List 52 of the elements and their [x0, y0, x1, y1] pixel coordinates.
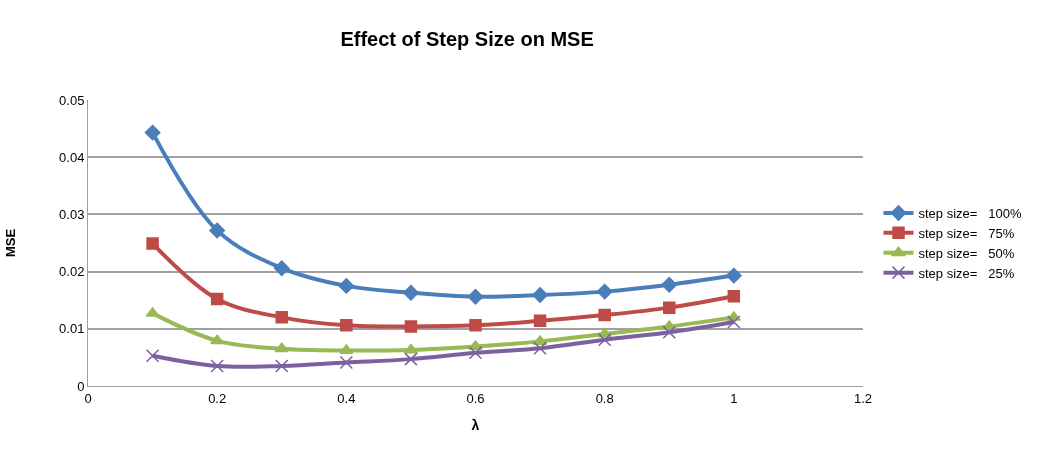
point — [533, 341, 547, 355]
chart-title: Effect of Step Size on MSE — [340, 27, 594, 50]
point — [661, 276, 678, 293]
x-axis-title: λ — [471, 416, 480, 433]
point — [663, 301, 676, 314]
point — [338, 278, 355, 294]
point — [275, 359, 289, 373]
point — [339, 355, 354, 370]
y-tick-label: 0.02 — [59, 264, 85, 280]
x-tick-label: 1 — [730, 390, 738, 406]
point — [144, 124, 161, 141]
point — [598, 308, 611, 322]
legend-label: step size= 50% — [918, 245, 1015, 261]
x-tick-label: 0.6 — [466, 390, 485, 406]
point — [662, 325, 676, 339]
point — [210, 359, 224, 373]
point — [469, 319, 482, 332]
legend-label: step size= 75% — [918, 225, 1015, 241]
point — [403, 284, 419, 301]
point — [468, 346, 483, 360]
point — [340, 319, 353, 332]
point — [596, 283, 613, 300]
legend-label: step size= 25% — [918, 265, 1015, 281]
point — [209, 222, 226, 239]
point — [273, 260, 290, 277]
y-tick-label: 0.05 — [59, 92, 85, 108]
x-tick-label: 0.2 — [208, 390, 227, 406]
legend-label: step size= 100% — [918, 206, 1022, 222]
point — [210, 334, 225, 345]
point — [146, 237, 159, 250]
y-tick-label: 0 — [77, 378, 85, 394]
point — [339, 344, 354, 355]
point — [210, 292, 224, 306]
x-tick-label: 0.8 — [595, 390, 614, 406]
point — [275, 311, 288, 324]
point — [467, 288, 484, 305]
point — [532, 287, 548, 303]
y-axis-title: MSE — [3, 228, 19, 258]
x-tick-label: 1.2 — [853, 390, 873, 406]
y-tick-label: 0.04 — [59, 149, 85, 165]
point — [274, 342, 289, 353]
point — [533, 314, 547, 328]
x-tick-label: 0.4 — [337, 390, 356, 406]
y-tick-label: 0.01 — [59, 321, 85, 337]
point — [597, 332, 612, 347]
y-tick-label: 0.03 — [59, 206, 85, 222]
point — [725, 267, 742, 284]
point — [727, 315, 741, 329]
point — [727, 289, 741, 303]
point — [404, 352, 418, 366]
point — [145, 348, 160, 363]
point — [404, 320, 418, 333]
